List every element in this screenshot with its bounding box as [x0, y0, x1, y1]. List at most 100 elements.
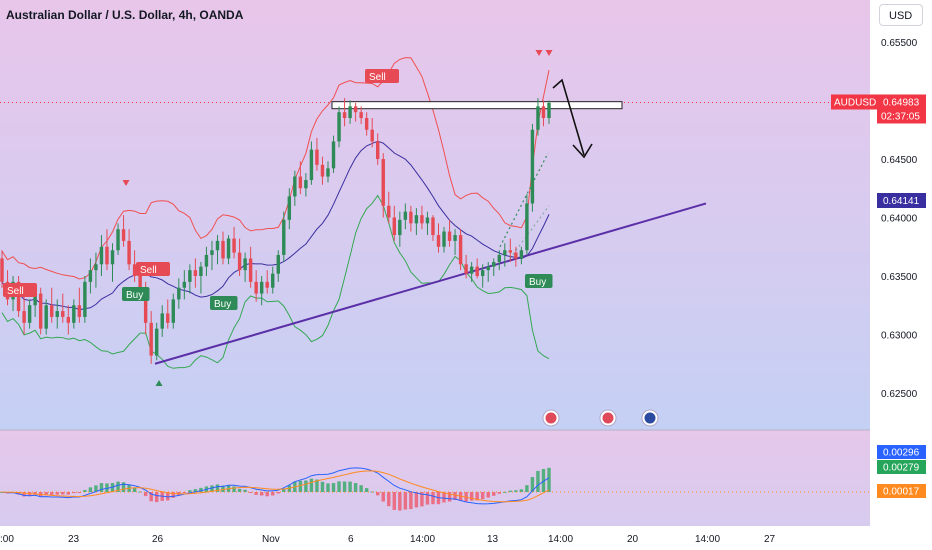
- macd-histogram-bar: [55, 492, 59, 495]
- macd-histogram-bar: [514, 490, 518, 492]
- candle-body: [83, 281, 87, 317]
- macd-histogram-bar: [508, 490, 513, 492]
- macd-histogram-bar: [232, 486, 236, 492]
- x-tick-label: 20: [627, 534, 639, 545]
- x-tick-label: 26: [152, 534, 164, 545]
- macd-histogram-bar: [475, 492, 479, 501]
- candle-body: [431, 217, 435, 236]
- y-tick-label: 0.62500: [881, 389, 918, 400]
- candle-body: [116, 229, 120, 251]
- macd-histogram-bar: [304, 480, 308, 492]
- signal-sell-label: Sell: [140, 265, 157, 276]
- candle-body: [414, 215, 419, 224]
- forecast-arrow-line: [552, 78, 585, 156]
- macd-value-tag: [877, 445, 926, 459]
- macd-histogram-bar: [199, 487, 203, 492]
- macd-histogram-bar: [469, 492, 474, 501]
- candle-body: [259, 281, 264, 294]
- macd-histogram-bar: [221, 485, 225, 492]
- candle-body: [171, 299, 175, 323]
- macd-histogram-bar: [88, 487, 93, 492]
- forecast-arrow-head-icon: [572, 143, 593, 159]
- macd-value-tag: [877, 484, 926, 498]
- macd-histogram-bar: [149, 492, 153, 502]
- candle-body: [215, 240, 220, 251]
- candle-body: [132, 264, 137, 276]
- macd-histogram-bar: [348, 481, 352, 492]
- candle-body: [248, 258, 253, 282]
- ma-label: 0.64141: [883, 196, 920, 207]
- candle-body: [398, 219, 402, 236]
- candle-body: [525, 203, 529, 251]
- candle-body: [320, 164, 325, 177]
- candle-body: [475, 266, 479, 276]
- candle-body: [508, 250, 513, 253]
- macd-value-label: 0.00279: [883, 463, 920, 474]
- candle-body: [359, 112, 363, 119]
- currency-button[interactable]: USD: [879, 4, 923, 26]
- macd-histogram-bar: [83, 490, 87, 492]
- candle-body: [453, 235, 457, 241]
- macd-histogram-bar: [541, 468, 546, 492]
- candle-body: [33, 293, 37, 306]
- candle-body: [226, 238, 231, 259]
- signal-buy-tag: [525, 274, 553, 288]
- sell-marker-icon: [122, 180, 130, 186]
- macd-value-label: 0.00017: [883, 487, 920, 498]
- y-tick-label: 0.64000: [881, 214, 918, 225]
- candle-body: [138, 276, 142, 294]
- buy-marker-icon: [155, 380, 163, 386]
- candle-body: [530, 129, 535, 204]
- macd-histogram-bar: [309, 478, 314, 492]
- candle-body: [121, 229, 126, 241]
- candle-body: [188, 270, 192, 282]
- candle-body: [105, 246, 109, 265]
- candle-body: [436, 235, 441, 247]
- macd-histogram-bar: [143, 492, 148, 497]
- candle-body: [66, 316, 71, 323]
- macd-histogram-bar: [364, 488, 369, 492]
- candles-group: [0, 98, 551, 364]
- macd-histogram-bar: [326, 483, 330, 492]
- macd-histogram-bar: [72, 492, 76, 494]
- macd-histogram-bar: [193, 489, 198, 492]
- candle-body: [458, 235, 463, 265]
- candle-body: [177, 287, 181, 300]
- candle-body: [337, 112, 341, 142]
- macd-histogram-bar: [392, 492, 397, 510]
- candle-body: [503, 250, 507, 255]
- x-tick-label: :00: [0, 534, 14, 545]
- candle-body: [420, 215, 424, 224]
- candle-body: [94, 264, 98, 271]
- candle-body: [210, 250, 214, 255]
- candle-body: [199, 266, 203, 276]
- macd-histogram-bar: [248, 492, 253, 493]
- trendline-group[interactable]: [154, 101, 707, 365]
- candle-body: [143, 293, 148, 323]
- candle-body: [204, 254, 209, 267]
- macd-histogram-bar: [381, 492, 385, 502]
- candle-body: [514, 252, 518, 259]
- candle-body: [447, 231, 452, 241]
- macd-histogram-bar: [210, 485, 214, 492]
- candle-body: [480, 270, 485, 276]
- macd-histogram-bar: [525, 485, 529, 492]
- chart-title: Australian Dollar / U.S. Dollar, 4h, OAN…: [6, 8, 244, 22]
- candle-body: [298, 176, 303, 189]
- macd-histogram-bar: [243, 489, 247, 492]
- time-axis-bg: [0, 526, 932, 550]
- last-price-tag: [877, 94, 926, 124]
- annotations-group: Sell Buy Sell Buy Sell Buy: [3, 50, 659, 427]
- macd-histogram-bar: [116, 481, 120, 492]
- candle-body: [149, 322, 153, 356]
- candle-body: [193, 270, 198, 276]
- signal-line: [1, 470, 550, 503]
- macd-histogram-bar: [497, 492, 501, 494]
- symbol-tag: [831, 94, 877, 110]
- middle-band-line: [1, 140, 550, 311]
- macd-histogram-bar: [530, 477, 535, 492]
- candle-body: [27, 305, 32, 323]
- macd-group: [0, 467, 870, 511]
